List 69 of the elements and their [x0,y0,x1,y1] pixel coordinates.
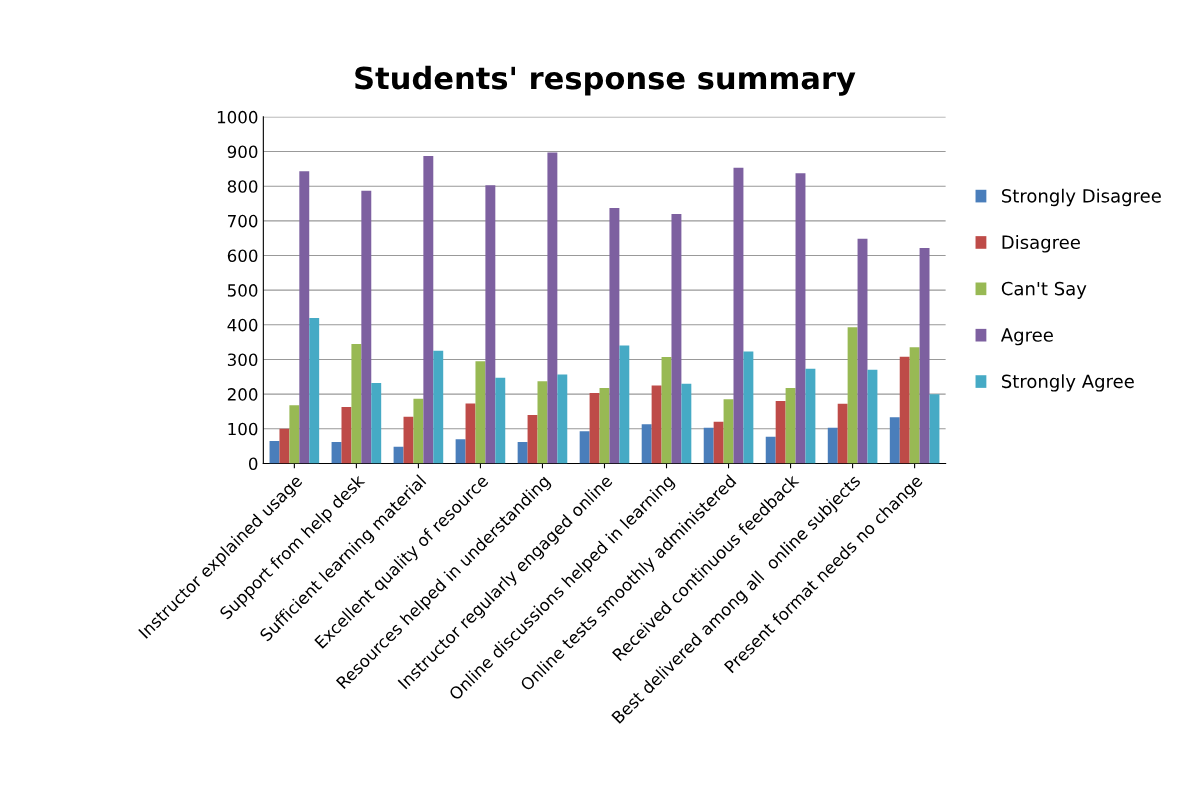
bar [557,374,568,464]
legend-label: Disagree [1002,235,1080,253]
bar [847,327,858,464]
bar [827,427,838,464]
bar [837,403,848,464]
y-tick-label: 200 [227,388,258,401]
bar [423,156,434,464]
bar [299,171,310,464]
bar [889,417,900,464]
y-tick-label: 400 [227,318,258,332]
legend-label: Strongly Disagree [1001,188,1161,207]
bar [279,428,290,464]
bar [857,238,868,464]
bar [341,406,352,464]
bar [495,377,506,464]
y-tick-label: 900 [227,145,258,159]
bar [309,317,320,464]
bar [475,361,486,464]
bar [599,387,610,464]
bar [289,405,300,464]
bar [867,369,878,464]
legend-label: Can't Say [1001,281,1087,299]
bar [919,247,930,464]
chart-title: Students' response summary [355,65,856,96]
bar [899,356,910,464]
bar [609,208,620,464]
bar [455,439,466,464]
bar [641,424,652,464]
y-tick-label: 300 [227,353,258,367]
bar [433,350,444,464]
bar [775,401,786,464]
bar [361,190,372,464]
bar [713,421,724,464]
y-tick-label: 1000 [217,110,258,124]
y-tick-label: 800 [227,180,258,193]
bar [465,403,476,464]
bar [619,345,630,464]
bar [909,347,920,464]
y-tick-label: 700 [228,214,258,228]
bar [393,446,404,464]
bar [485,185,496,464]
y-tick-label: 600 [227,249,258,263]
bar [547,152,558,464]
bar [733,167,744,464]
legend-label: Agree [1000,328,1053,346]
bar [527,414,538,464]
bar [785,387,796,464]
bar [651,385,662,464]
bar [579,431,590,464]
bar [723,399,734,464]
bar [765,436,776,464]
bar [929,394,940,464]
bar [661,357,672,464]
y-tick-label: 0 [248,457,258,471]
bar [589,393,600,464]
bar [681,383,692,464]
bar [351,343,362,464]
legend-label: Strongly Agree [1001,374,1134,392]
bar [371,383,382,464]
bar [743,351,754,464]
y-tick-label: 100 [228,422,258,436]
y-tick-label: 500 [227,284,258,297]
bar [703,427,714,464]
bar [795,173,806,464]
bar [671,213,682,464]
bar [413,398,424,464]
bar [805,368,816,464]
bar [517,441,528,464]
bar [537,381,548,464]
